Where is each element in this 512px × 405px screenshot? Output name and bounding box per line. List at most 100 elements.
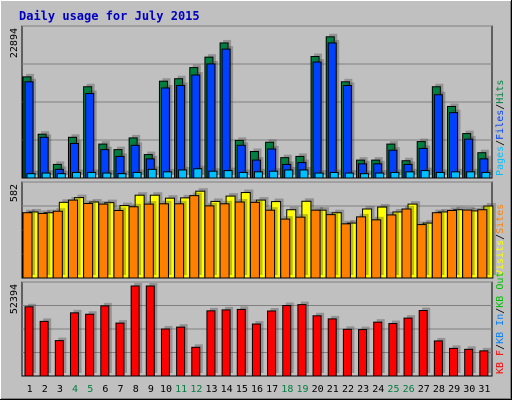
bar-kbf-day-24	[373, 321, 383, 377]
x-tick-label-day-9: 9	[148, 384, 154, 395]
bar-pages-day-15	[238, 171, 248, 179]
bar-pages-day-14	[223, 170, 233, 179]
bar-files-day-21	[327, 42, 337, 179]
legend-label-bottom-1: /	[495, 344, 506, 350]
bar-pages-day-8	[132, 171, 142, 179]
bar-sites-day-4	[67, 199, 78, 279]
bar-pages-day-20	[314, 172, 324, 179]
bar-sites-day-12	[189, 195, 200, 279]
bar-sites-day-19	[295, 216, 306, 279]
x-tick-label-day-21: 21	[327, 384, 339, 395]
panel-bottom-y-max-label: 52394	[9, 284, 20, 314]
panel-middle: 582 Visits/Sites	[9, 181, 506, 279]
panel-top: 22894 Pages/Files/Hits	[9, 25, 506, 179]
bar-pages-day-7	[117, 173, 127, 179]
bar-pages-day-24-shadow	[378, 170, 387, 175]
bar-pages-day-25	[390, 171, 400, 179]
bar-files-day-20	[312, 61, 322, 179]
x-tick-label-day-23: 23	[357, 384, 369, 395]
legend-label-bottom-0: KB F	[495, 350, 506, 374]
bar-pages-day-7-shadow	[120, 170, 129, 175]
bar-pages-day-1-shadow	[30, 170, 38, 175]
x-tick-label-day-26: 26	[403, 384, 415, 395]
x-tick-label-day-4: 4	[72, 384, 78, 395]
bar-pages-day-13	[208, 170, 218, 179]
bar-kbf-day-28	[433, 340, 443, 377]
bar-sites-day-14	[219, 203, 230, 279]
x-tick-label-day-22: 22	[342, 384, 354, 395]
bar-pages-day-28	[435, 171, 445, 179]
bar-sites-day-9	[143, 203, 154, 279]
bar-kbf-day-11	[176, 326, 186, 377]
legend-label-bottom-4: KB Out	[495, 272, 506, 308]
bar-sites-day-26	[401, 208, 412, 279]
bar-sites-day-21	[325, 214, 336, 279]
panel-top-y-max-label: 22894	[9, 28, 20, 58]
bar-kbf-day-6	[100, 305, 110, 377]
panel-top-series-legend: Pages/Files/Hits	[495, 80, 506, 176]
bar-pages-day-29	[451, 171, 461, 179]
bar-files-day-12	[191, 74, 201, 179]
bar-pages-day-20-shadow	[318, 170, 327, 175]
x-tick-label-day-5: 5	[87, 384, 93, 395]
bar-pages-day-3	[56, 173, 66, 179]
bar-kbf-day-15	[236, 308, 246, 377]
x-tick-label-day-27: 27	[418, 384, 430, 395]
bar-files-day-28	[433, 94, 443, 179]
bar-pages-day-10	[162, 171, 172, 179]
bar-files-day-1	[24, 81, 34, 179]
bar-sites-day-5	[83, 203, 94, 279]
x-tick-label-day-17: 17	[266, 384, 278, 395]
bar-files-day-10	[160, 87, 170, 179]
bar-files-day-22	[342, 85, 352, 179]
bar-kbf-day-25	[388, 323, 398, 377]
bar-kbf-day-29	[449, 347, 459, 377]
bar-sites-day-6	[98, 203, 109, 279]
x-tick-label-day-3: 3	[57, 384, 63, 395]
x-tick-label-day-12: 12	[190, 384, 202, 395]
legend-label-middle-1: /	[495, 234, 506, 240]
bar-pages-day-31	[481, 171, 491, 179]
bar-pages-day-19	[299, 169, 309, 179]
legend-label-top-1: /	[495, 140, 506, 146]
bar-sites-day-31	[477, 209, 488, 279]
bar-sites-day-27	[416, 224, 427, 279]
bar-sites-day-7	[113, 209, 124, 279]
x-tick-label-day-30: 30	[463, 384, 475, 395]
bar-kbf-day-3	[54, 340, 64, 377]
bar-kbf-day-4	[69, 312, 79, 377]
bar-kbf-day-23	[358, 329, 368, 377]
panel-bottom-series-legend: KB F/KB In/KB Out	[495, 272, 506, 374]
bar-pages-day-23	[360, 173, 370, 179]
x-tick-label-day-2: 2	[42, 384, 48, 395]
bar-sites-day-15	[234, 201, 245, 279]
bar-sites-day-2	[37, 212, 48, 279]
bar-pages-day-5	[87, 171, 97, 179]
bar-sites-day-11	[174, 203, 185, 279]
bar-pages-day-2	[41, 172, 51, 179]
bar-pages-day-12	[193, 168, 203, 179]
legend-label-top-2: Files	[495, 110, 506, 140]
bar-kbf-day-22	[342, 328, 352, 377]
bar-pages-day-2-shadow	[45, 170, 54, 175]
x-tick-label-day-10: 10	[160, 384, 172, 395]
bar-kbf-day-20	[312, 315, 322, 377]
x-tick-label-day-7: 7	[118, 384, 124, 395]
x-tick-label-day-18: 18	[281, 384, 293, 395]
bar-kbf-day-10	[160, 328, 170, 377]
panel-middle-series-legend: Visits/Sites	[495, 204, 506, 276]
bar-kbf-day-16	[251, 323, 261, 377]
bar-sites-day-22	[340, 223, 351, 279]
bar-kbf-day-7	[115, 322, 125, 377]
bar-files-day-11	[176, 85, 186, 179]
chart-title: Daily usage for July 2015	[19, 9, 200, 23]
bar-sites-day-29	[447, 209, 458, 279]
bar-kbf-day-26	[403, 317, 413, 377]
bar-sites-day-23	[356, 216, 367, 279]
bar-sites-day-30	[462, 209, 473, 279]
bar-kbf-day-1	[24, 306, 34, 377]
bar-pages-day-6	[102, 172, 112, 179]
bar-pages-day-9	[147, 168, 157, 179]
